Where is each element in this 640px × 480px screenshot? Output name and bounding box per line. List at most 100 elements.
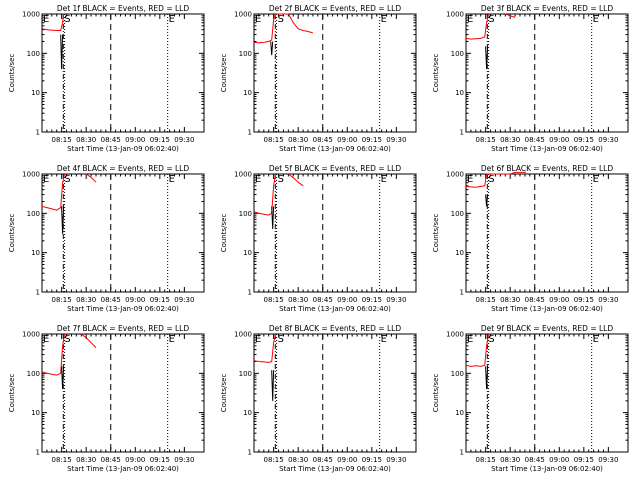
y-tick-label: 1 <box>248 289 252 297</box>
x-tick-label: 08:45 <box>101 456 121 464</box>
y-tick-label: 1000 <box>22 171 40 179</box>
chart-panel-6: Det 6f BLACK = Events, RED = LLD 1 10 100 10… <box>432 164 629 313</box>
x-tick-label: 08:30 <box>500 296 520 304</box>
x-axis-label: Start Time (13-Jan-09 06:02:40) <box>67 145 179 153</box>
x-axis-label: Start Time (13-Jan-09 06:02:40) <box>67 305 179 313</box>
x-tick-label: 09:15 <box>150 456 170 464</box>
chart-title: Det 6f BLACK = Events, RED = LLD <box>481 164 614 173</box>
x-tick-label: 09:30 <box>386 456 406 464</box>
x-tick-label: 09:00 <box>125 456 145 464</box>
y-tick-label: 1000 <box>234 331 252 339</box>
x-tick-label: 08:15 <box>52 456 72 464</box>
marker-label-e: E <box>43 334 49 345</box>
x-tick-label: 08:15 <box>264 456 284 464</box>
events-series-3 <box>485 46 489 70</box>
x-axis-label: Start Time (13-Jan-09 06:02:40) <box>279 465 391 473</box>
lld-series-2 <box>80 333 97 348</box>
events-series-3 <box>61 366 65 390</box>
y-tick-label: 10 <box>455 409 464 417</box>
marker-label-s: S <box>64 334 70 345</box>
marker-label-e: E <box>381 334 387 345</box>
lld-series-1 <box>253 333 277 363</box>
x-axis-label: Start Time (13-Jan-09 06:02:40) <box>279 145 391 153</box>
y-tick-label: 1 <box>36 289 40 297</box>
events-series-2 <box>485 194 489 207</box>
marker-label-e: E <box>381 14 387 25</box>
x-tick-label: 09:15 <box>574 296 594 304</box>
marker-label-e: E <box>593 14 599 25</box>
y-tick-label: 100 <box>27 50 40 58</box>
plot-frame <box>253 173 417 293</box>
events-series-3 <box>271 206 275 230</box>
x-axis-label: Start Time (13-Jan-09 06:02:40) <box>279 305 391 313</box>
x-tick-label: 09:00 <box>337 456 357 464</box>
y-tick-label: 100 <box>239 370 252 378</box>
chart-panel-1: Det 1f BLACK = Events, RED = LLD 1 10 100 10… <box>8 4 205 153</box>
x-tick-label: 09:00 <box>549 456 569 464</box>
y-tick-label: 1000 <box>446 331 464 339</box>
y-tick-label: 10 <box>31 409 40 417</box>
plot-frame <box>41 173 205 293</box>
chart-panel-3: Det 3f BLACK = Events, RED = LLD 1 10 100 10… <box>432 4 629 153</box>
x-tick-label: 09:00 <box>337 296 357 304</box>
lld-series-1 <box>253 13 314 44</box>
y-tick-label: 1000 <box>446 171 464 179</box>
x-tick-label: 08:30 <box>76 296 96 304</box>
y-tick-label: 1 <box>36 449 40 457</box>
y-tick-label: 10 <box>31 249 40 257</box>
x-tick-label: 09:30 <box>386 136 406 144</box>
y-tick-label: 1 <box>248 129 252 137</box>
marker-label-e: E <box>467 334 473 345</box>
marker-label-e: E <box>467 174 473 185</box>
chart-title: Det 9f BLACK = Events, RED = LLD <box>481 324 614 333</box>
events-series-2 <box>485 366 489 390</box>
x-axis-label: Start Time (13-Jan-09 06:02:40) <box>491 465 603 473</box>
marker-label-e: E <box>43 174 49 185</box>
chart-title: Det 2f BLACK = Events, RED = LLD <box>269 4 402 13</box>
y-axis-label: Counts/sec <box>220 54 228 93</box>
marker-label-e: E <box>169 334 175 345</box>
x-tick-label: 09:00 <box>549 296 569 304</box>
chart-title: Det 3f BLACK = Events, RED = LLD <box>481 4 614 13</box>
marker-label-s: S <box>488 334 494 345</box>
y-tick-label: 100 <box>239 50 252 58</box>
y-tick-label: 100 <box>27 370 40 378</box>
plot-frame <box>253 13 417 133</box>
x-tick-label: 08:45 <box>313 296 333 304</box>
marker-label-s: S <box>488 14 494 25</box>
chart-panel-4: Det 4f BLACK = Events, RED = LLD 1 10 100 10… <box>8 164 205 313</box>
x-tick-label: 09:30 <box>598 456 618 464</box>
y-axis-label: Counts/sec <box>8 374 16 413</box>
x-axis-label: Start Time (13-Jan-09 06:02:40) <box>67 465 179 473</box>
lld-series-2 <box>288 173 304 187</box>
x-tick-label: 09:00 <box>337 136 357 144</box>
y-tick-label: 1000 <box>234 171 252 179</box>
x-tick-label: 09:15 <box>574 456 594 464</box>
marker-label-e: E <box>169 174 175 185</box>
x-tick-label: 08:30 <box>500 136 520 144</box>
plot-frame <box>465 333 629 453</box>
x-tick-label: 09:30 <box>174 456 194 464</box>
x-tick-label: 09:30 <box>598 136 618 144</box>
y-axis-label: Counts/sec <box>8 214 16 253</box>
chart-panel-2: Det 2f BLACK = Events, RED = LLD 1 10 100 10… <box>220 4 417 153</box>
y-axis-label: Counts/sec <box>8 54 16 93</box>
y-tick-label: 1000 <box>22 11 40 19</box>
y-tick-label: 1000 <box>22 331 40 339</box>
marker-label-e: E <box>593 334 599 345</box>
x-tick-label: 08:15 <box>476 296 496 304</box>
x-tick-label: 09:30 <box>174 136 194 144</box>
x-tick-label: 08:30 <box>500 456 520 464</box>
chart-title: Det 8f BLACK = Events, RED = LLD <box>269 324 402 333</box>
marker-label-e: E <box>467 14 473 25</box>
lld-series-1 <box>41 173 66 211</box>
marker-label-e: E <box>255 334 261 345</box>
y-tick-label: 10 <box>243 89 252 97</box>
x-tick-label: 08:45 <box>525 296 545 304</box>
y-tick-label: 100 <box>451 50 464 58</box>
y-axis-label: Counts/sec <box>220 374 228 413</box>
y-tick-label: 1 <box>36 129 40 137</box>
y-tick-label: 10 <box>243 409 252 417</box>
x-tick-label: 09:15 <box>574 136 594 144</box>
